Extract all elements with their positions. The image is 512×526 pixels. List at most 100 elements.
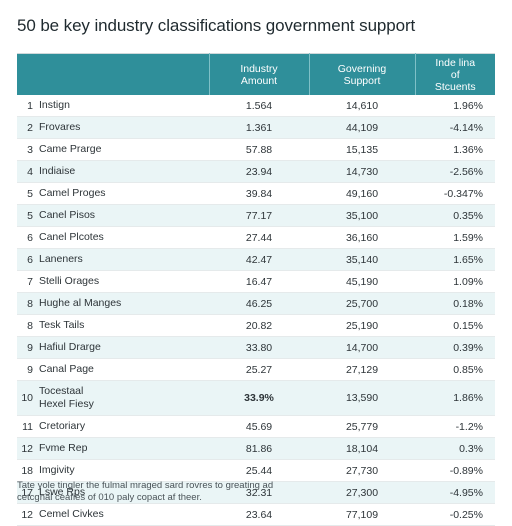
table-row: 3 Came Prarge 57.88 15,135 1.36% — [17, 138, 495, 161]
students-share: -0.25% — [415, 503, 495, 526]
students-share: 0.15% — [415, 314, 495, 337]
table-row: 18 Imgivity 25.44 27,730 -0.89% — [17, 459, 495, 482]
industry-amount: 16.47 — [209, 270, 309, 293]
students-share: 0.39% — [415, 336, 495, 359]
students-share: 1.65% — [415, 248, 495, 271]
row-index: 6 — [17, 248, 39, 271]
industry-name-line: Canel Plcotes — [39, 231, 104, 243]
row-index: 8 — [17, 292, 39, 315]
row-index: 18 — [17, 459, 39, 482]
header-amount-line1: Industry — [240, 62, 278, 75]
table-header-row: Industry Amount Governing Support Inde l… — [17, 53, 495, 95]
footnote: Tate yole tingler the fulmal mraged sard… — [17, 480, 497, 504]
industry-amount: 42.47 — [209, 248, 309, 271]
industry-amount: 32.31 — [209, 481, 309, 504]
industry-name-line: Came Prarge — [39, 143, 102, 155]
industry-name: Cemel Civkes — [39, 503, 209, 526]
industry-amount: 46.25 — [209, 292, 309, 315]
industry-name: Fvme Rep — [39, 437, 209, 460]
governing-support: 14,700 — [309, 336, 415, 359]
industry-name: Frovares — [39, 116, 209, 139]
table-row: 9 Canal Page 25.27 27,129 0.85% — [17, 358, 495, 381]
header-governing-support: Governing Support — [308, 53, 415, 95]
governing-support: 36,160 — [309, 226, 415, 249]
industry-amount: 23.94 — [209, 160, 309, 183]
industry-name: Cretoriary — [39, 415, 209, 438]
row-index: 7 — [17, 270, 39, 293]
report-page: 50 be key industry classifications gover… — [17, 16, 497, 526]
industry-amount: 25.44 — [209, 459, 309, 482]
industry-name: Tocestaal Hexel Fiesy — [39, 380, 209, 416]
industry-amount: 57.88 — [209, 138, 309, 161]
table-row: 12 Fvme Rep 81.86 18,104 0.3% — [17, 437, 495, 460]
table-row: 8 Hughe al Manges 46.25 25,700 0.18% — [17, 292, 495, 315]
students-share: 0.18% — [415, 292, 495, 315]
industry-name-line: Frovares — [39, 121, 81, 133]
row-index: 1 — [17, 95, 39, 117]
row-index: 17 — [17, 481, 39, 504]
governing-support: 25,190 — [309, 314, 415, 337]
industry-name: Instign — [39, 95, 209, 117]
industry-name: Hafiul Drarge — [39, 336, 209, 359]
industry-name: Hughe al Manges — [39, 292, 209, 315]
industry-amount: 33.9% — [209, 380, 309, 416]
industry-name-line: Cretoriary — [39, 420, 86, 432]
table-row: 6 Canel Plcotes 27.44 36,160 1.59% — [17, 226, 495, 249]
governing-support: 27,300 — [309, 481, 415, 504]
students-share: 0.35% — [415, 204, 495, 227]
header-students-line1: Inde lina — [435, 56, 476, 69]
industry-name-line: Canal Page — [39, 363, 94, 375]
industry-name-line: Cemel Civkes — [39, 508, 104, 520]
industry-name-line: Canel Pisos — [39, 209, 96, 221]
industry-amount: 1.361 — [209, 116, 309, 139]
industry-name-line: Hafiul Drarge — [39, 341, 101, 353]
header-students-line2: of — [450, 68, 460, 81]
row-index: 5 — [17, 182, 39, 205]
row-index: 2 — [17, 116, 39, 139]
table-row: 8 Tesk Tails 20.82 25,190 0.15% — [17, 314, 495, 337]
header-blank — [17, 53, 209, 95]
governing-support: 15,135 — [309, 138, 415, 161]
row-index: 12 — [17, 437, 39, 460]
students-share: -4.14% — [415, 116, 495, 139]
governing-support: 35,100 — [309, 204, 415, 227]
table-row: 4 Indiaise 23.94 14,730 -2.56% — [17, 160, 495, 183]
industry-name-line: Fvme Rep — [39, 442, 88, 454]
students-share: -0.347% — [415, 182, 495, 205]
row-index: 12 — [17, 503, 39, 526]
row-index: 4 — [17, 160, 39, 183]
row-index: 5 — [17, 204, 39, 227]
industry-amount: 27.44 — [209, 226, 309, 249]
governing-support: 14,730 — [309, 160, 415, 183]
governing-support: 45,190 — [309, 270, 415, 293]
industry-name: Indiaise — [39, 160, 209, 183]
header-students: Inde lina of Stcuents — [414, 53, 495, 95]
header-amount-line2: Amount — [240, 74, 278, 87]
industry-name-line: Indiaise — [39, 165, 76, 177]
industry-name-line: Lswe Rps — [39, 486, 86, 498]
row-index: 11 — [17, 415, 39, 438]
students-share: 1.59% — [415, 226, 495, 249]
students-share: -1.2% — [415, 415, 495, 438]
industry-name: Canel Pisos — [39, 204, 209, 227]
industry-name-line: Hughe al Manges — [39, 297, 122, 309]
header-students-line3: Stcuents — [434, 80, 476, 93]
table-row: 17 Lswe Rps 32.31 27,300 -4.95% — [17, 481, 495, 504]
footnote-line: cetcgnal ceafies of 010 paly copact af t… — [17, 492, 202, 503]
table-row: 6 Laneners 42.47 35,140 1.65% — [17, 248, 495, 271]
governing-support: 27,129 — [309, 358, 415, 381]
students-share: 1.09% — [415, 270, 495, 293]
industry-name: Imgivity — [39, 459, 209, 482]
governing-support: 13,590 — [309, 380, 415, 416]
students-share: -0.89% — [415, 459, 495, 482]
industry-name-line: Tocestaal — [39, 385, 84, 397]
industry-name: Came Prarge — [39, 138, 209, 161]
industry-amount: 39.84 — [209, 182, 309, 205]
industry-name: Laneners — [39, 248, 209, 271]
table-row: 9 Hafiul Drarge 33.80 14,700 0.39% — [17, 336, 495, 359]
table-row: 11 Cretoriary 45.69 25,779 -1.2% — [17, 415, 495, 438]
governing-support: 25,779 — [309, 415, 415, 438]
industry-name: Canal Page — [39, 358, 209, 381]
table-row: 5 Camel Proges 39.84 49,160 -0.347% — [17, 182, 495, 205]
industry-amount: 45.69 — [209, 415, 309, 438]
